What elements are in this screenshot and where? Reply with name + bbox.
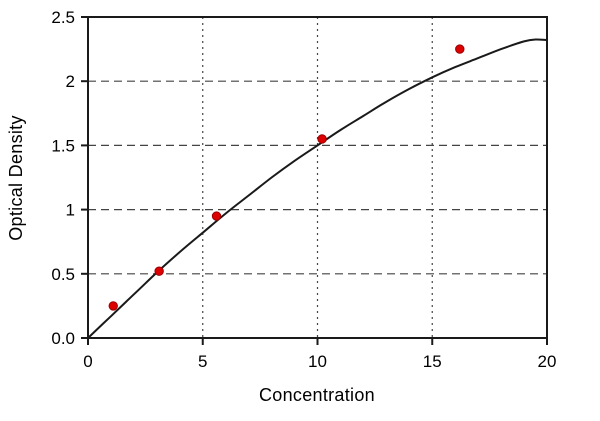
x-tick-label: 15 — [423, 352, 442, 371]
x-tick-label: 5 — [198, 352, 207, 371]
data-point — [455, 44, 465, 54]
axis-layer: 0 5 10 15 20 0.0 0.5 1 1.5 2 2.5 — [51, 8, 556, 371]
grid-layer — [88, 17, 547, 338]
y-tick-label: 2 — [66, 72, 75, 91]
x-axis-label: Concentration — [259, 385, 375, 405]
fit-curve — [87, 38, 548, 339]
y-tick-label: 1 — [66, 201, 75, 220]
y-tick-label: 1.5 — [51, 136, 75, 155]
data-point — [211, 211, 222, 221]
series-layer — [87, 38, 548, 339]
x-tick-label: 10 — [308, 352, 327, 371]
y-tick-label: 0.0 — [51, 329, 75, 348]
x-tick-label: 20 — [538, 352, 557, 371]
x-tick-label: 0 — [83, 352, 92, 371]
data-point — [317, 134, 327, 144]
y-axis-label: Optical Density — [6, 115, 26, 241]
y-tick-label: 2.5 — [51, 8, 75, 27]
y-tick-label: 0.5 — [51, 265, 75, 284]
data-point — [154, 266, 164, 276]
data-point — [108, 301, 118, 311]
